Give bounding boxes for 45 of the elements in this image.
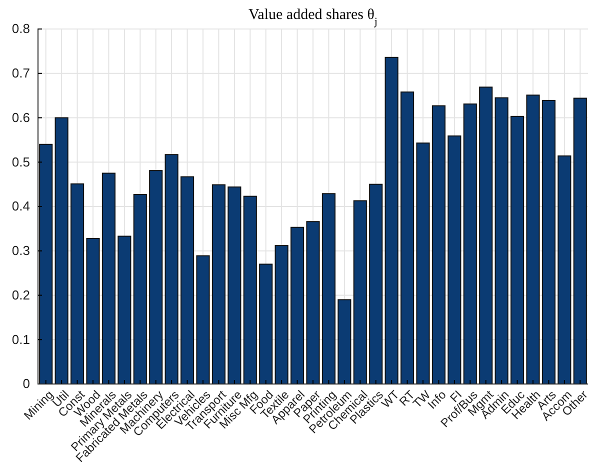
bar — [149, 170, 163, 384]
bar — [558, 155, 572, 384]
bar — [196, 255, 210, 384]
bar — [54, 117, 68, 384]
bar — [338, 299, 352, 384]
bar — [400, 92, 414, 384]
bar — [290, 226, 304, 384]
y-tick-label: 0.3 — [12, 243, 30, 258]
bar — [384, 56, 398, 384]
y-tick-label: 0.8 — [12, 21, 30, 36]
bar — [306, 221, 320, 384]
bar — [542, 100, 556, 384]
bar — [212, 184, 226, 384]
bar — [432, 105, 446, 384]
bar — [228, 186, 242, 384]
bar — [259, 264, 273, 384]
bar — [243, 196, 257, 384]
y-tick-label: 0.5 — [12, 154, 30, 170]
chart-title: Value added shares θ$_{j}$ — [248, 7, 378, 28]
bar — [479, 86, 493, 384]
bar — [353, 200, 367, 384]
bar — [448, 135, 462, 384]
y-tick-label: 0 — [22, 376, 30, 392]
bar — [573, 98, 587, 384]
y-tick-label: 0.4 — [12, 198, 30, 214]
bar — [274, 245, 288, 384]
bar — [322, 193, 336, 384]
y-tick-label: 0.1 — [12, 332, 30, 347]
bar — [86, 238, 100, 384]
bar — [494, 97, 508, 384]
bar — [510, 116, 524, 384]
bar — [133, 194, 147, 384]
bar — [416, 142, 430, 384]
bar — [70, 183, 84, 384]
y-tick-label: 0.7 — [12, 66, 30, 81]
bar — [39, 144, 53, 384]
bar — [463, 103, 477, 384]
bar — [180, 176, 194, 384]
bar — [164, 154, 178, 384]
bar — [102, 172, 116, 384]
bar — [369, 184, 383, 384]
y-tick-label: 0.2 — [12, 287, 30, 302]
y-tick-label: 0.6 — [12, 110, 30, 125]
bar — [118, 236, 132, 384]
bar — [526, 94, 540, 384]
